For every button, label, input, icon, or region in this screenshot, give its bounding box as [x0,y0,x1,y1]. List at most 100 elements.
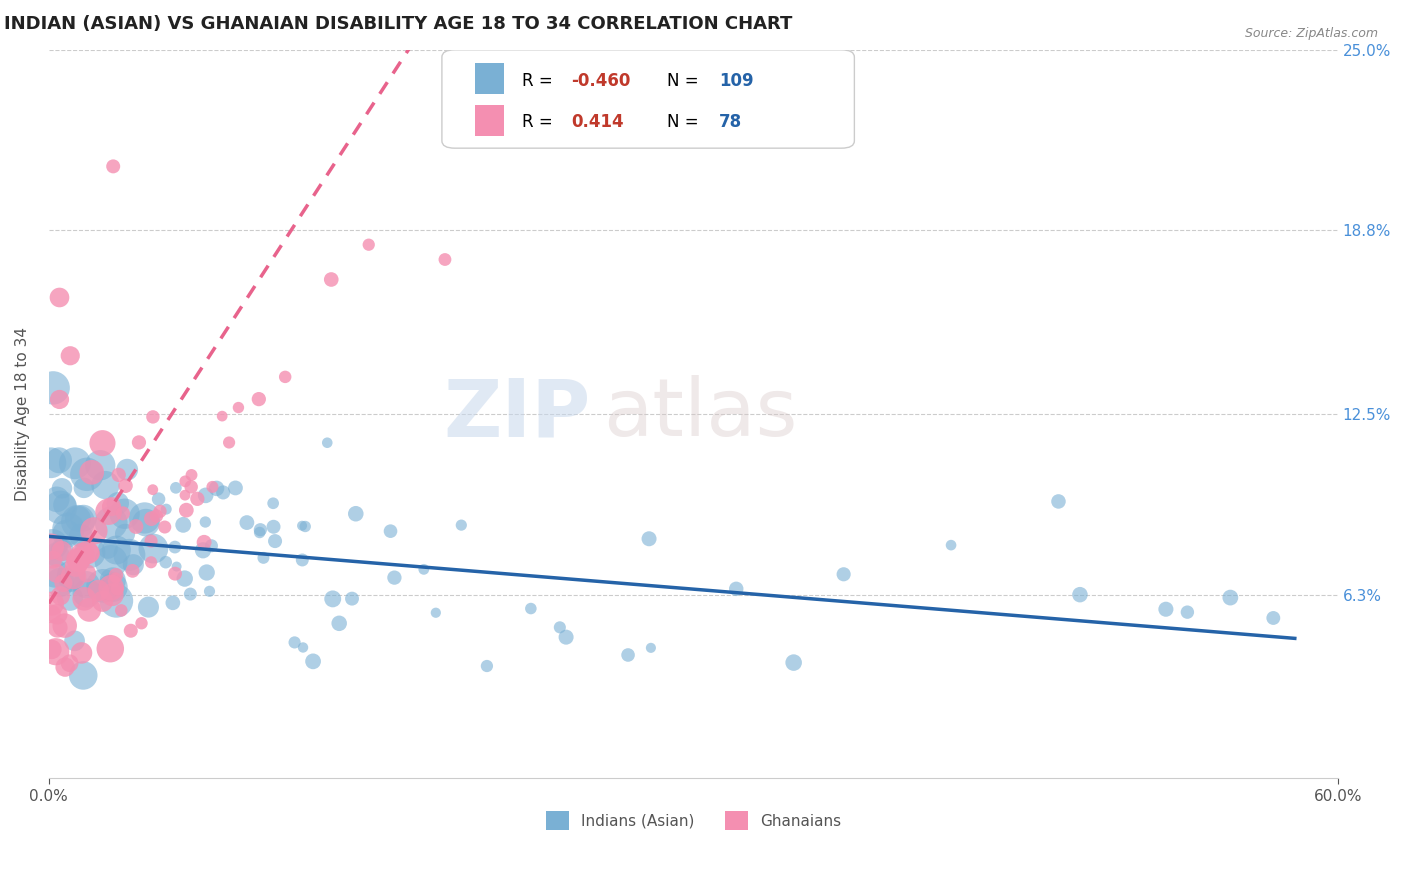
Point [70,646,93,660]
Point [45,645,67,659]
Point [101,588,124,602]
Point [180,468,202,483]
Point [111,507,134,521]
Text: atlas: atlas [603,375,797,453]
Point [107,496,129,510]
Point [201,480,224,494]
Point [51,481,73,495]
Point [1177,605,1199,619]
Point [180,480,202,494]
Point [155,502,177,516]
Point [114,479,136,493]
Point [55,526,77,541]
Point [42,553,65,567]
Point [149,504,172,518]
FancyBboxPatch shape [441,50,855,148]
Point [51,544,73,558]
Point [97,541,120,556]
Point [100,516,122,530]
Point [142,409,165,424]
Point [128,435,150,450]
Point [380,524,402,538]
Point [91,579,114,593]
Point [148,492,170,507]
Legend: Indians (Asian), Ghanaians: Indians (Asian), Ghanaians [540,805,846,836]
Point [97,582,120,597]
Point [94,478,117,492]
Text: 78: 78 [718,113,742,131]
Point [76,545,98,559]
Point [100,554,122,568]
Text: N =: N = [668,113,704,131]
Point [218,435,240,450]
Point [66,512,89,526]
Point [166,559,188,574]
Point [62,569,84,583]
Point [45,566,67,581]
Point [264,534,287,549]
Point [249,525,271,540]
Point [46,621,69,635]
Point [142,541,165,556]
Point [1263,611,1285,625]
Point [357,237,380,252]
Point [76,467,98,482]
Text: -0.460: -0.460 [571,71,630,89]
Point [107,467,129,482]
Point [72,511,94,525]
Point [1069,588,1091,602]
Text: R =: R = [522,113,562,131]
Point [83,524,105,538]
Text: 0.414: 0.414 [571,113,623,131]
Point [200,539,222,553]
Point [59,657,82,671]
Point [412,562,434,576]
Point [344,507,367,521]
Point [87,583,110,598]
Point [115,463,138,477]
Point [76,586,98,600]
Point [1154,602,1177,616]
Point [105,582,128,596]
Point [316,435,339,450]
Point [135,516,157,530]
Point [60,567,83,582]
Point [134,511,156,525]
Point [725,582,748,596]
Point [555,630,578,644]
Point [49,589,72,603]
Point [425,606,447,620]
Point [195,566,218,580]
Text: N =: N = [668,71,704,89]
Point [46,607,69,622]
Point [41,597,63,611]
Point [163,566,186,581]
Point [274,370,297,384]
Point [42,381,65,395]
Point [291,518,314,533]
Point [52,576,75,591]
Point [41,607,63,621]
Bar [475,63,503,94]
Point [63,456,86,470]
Point [328,616,350,631]
Point [194,515,217,529]
Point [48,453,70,467]
Text: Source: ZipAtlas.com: Source: ZipAtlas.com [1244,27,1378,40]
Point [110,603,132,617]
Point [79,546,101,560]
Point [44,566,66,581]
Point [174,475,197,489]
Point [75,577,97,591]
Point [73,591,96,606]
Point [105,543,128,558]
Point [262,496,284,510]
Point [91,594,114,608]
Point [172,517,194,532]
Point [194,488,217,502]
Point [72,668,94,682]
Point [252,550,274,565]
Point [142,483,165,497]
Point [48,392,70,407]
Point [39,540,62,554]
